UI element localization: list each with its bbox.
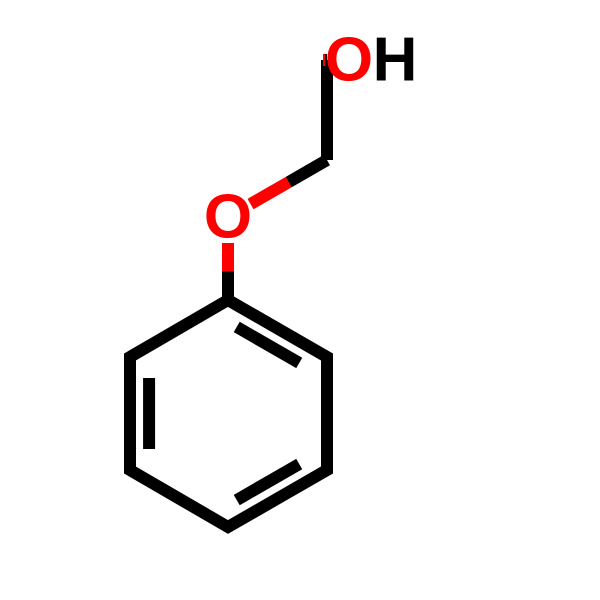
- hydrogen-hydroxyl-atom: H: [373, 26, 418, 95]
- ethoxy-chain: [228, 60, 327, 300]
- oxygen-hydroxyl-atom: O: [325, 26, 373, 95]
- oxygen-ether-atom: O: [204, 183, 252, 252]
- molecule-diagram: O O H: [0, 0, 600, 600]
- benzene-ring: [130, 300, 327, 527]
- benzene-double-bonds: [149, 327, 299, 500]
